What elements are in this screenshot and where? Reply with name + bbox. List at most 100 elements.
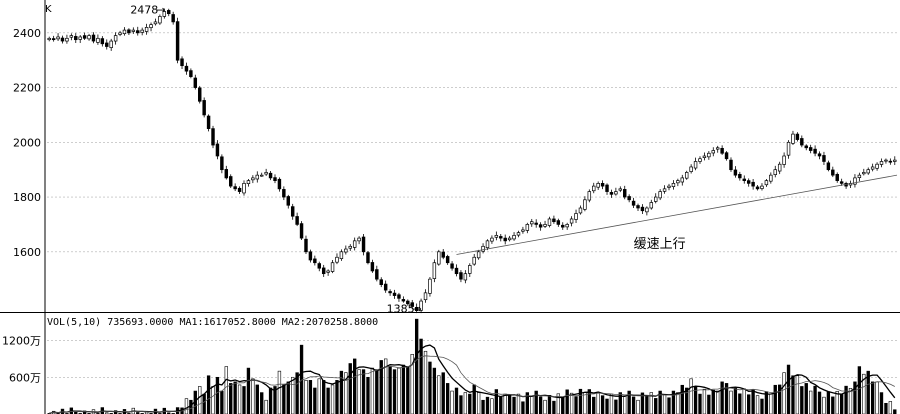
candle-body xyxy=(153,21,158,25)
candle-body xyxy=(724,152,729,160)
volume-bar xyxy=(463,392,468,414)
volume-bar xyxy=(596,391,600,414)
volume-bar xyxy=(667,397,671,414)
volume-bar xyxy=(445,383,450,414)
low-annotation: 1385 xyxy=(387,303,415,316)
high-arrow-icon: → xyxy=(156,3,165,16)
volume-bar xyxy=(264,399,268,414)
volume-bar xyxy=(237,384,242,414)
candle-body xyxy=(556,220,561,225)
volume-bar xyxy=(472,384,476,414)
candle-body xyxy=(658,191,662,199)
candle-body xyxy=(596,183,600,188)
volume-bar xyxy=(335,380,339,414)
volume-bar xyxy=(516,393,521,414)
candle-body xyxy=(87,35,91,40)
volume-bar xyxy=(583,392,587,414)
candle-body xyxy=(826,162,831,171)
candle-body xyxy=(140,29,144,33)
volume-bar xyxy=(685,387,689,414)
candle-body xyxy=(401,299,406,302)
candle-body xyxy=(538,224,543,228)
candle-body xyxy=(357,237,361,242)
volume-bar xyxy=(782,372,786,414)
candle-body xyxy=(127,29,131,34)
volume-ma1-line xyxy=(49,344,896,414)
candle-body xyxy=(344,248,348,253)
candle-body xyxy=(317,263,321,269)
candle-body xyxy=(459,272,463,280)
volume-bar xyxy=(370,367,375,414)
candle-body xyxy=(392,292,397,296)
volume-bar xyxy=(893,409,897,414)
candle-body xyxy=(286,196,290,206)
volume-ma2-line xyxy=(49,355,895,414)
candle-body xyxy=(193,77,198,88)
candle-body xyxy=(618,188,623,191)
candle-body xyxy=(445,256,450,264)
candle-body xyxy=(330,262,335,272)
volume-bar xyxy=(800,386,804,414)
candle-body xyxy=(277,178,282,190)
candle-body xyxy=(441,251,445,258)
candle-body xyxy=(543,224,547,227)
volume-bar xyxy=(538,396,543,414)
volume-bar xyxy=(547,395,552,414)
candle-body xyxy=(211,128,215,146)
volume-bar xyxy=(791,375,795,414)
candle-body xyxy=(516,232,521,236)
candle-body xyxy=(335,256,339,263)
volume-bar xyxy=(366,376,370,414)
candle-body xyxy=(423,292,428,301)
volume-bar xyxy=(795,375,800,414)
candle-body xyxy=(866,169,870,174)
candle-body xyxy=(282,189,286,198)
volume-bar xyxy=(711,389,715,414)
volume-bar xyxy=(565,389,569,414)
volume-bar xyxy=(530,395,534,414)
candle-body xyxy=(600,183,605,187)
candle-body xyxy=(879,161,884,165)
candle-body xyxy=(432,262,437,279)
volume-bar xyxy=(220,390,224,414)
volume-bar xyxy=(654,398,658,414)
candle-body xyxy=(180,58,184,67)
candle-body xyxy=(215,143,220,157)
candle-body xyxy=(746,180,751,184)
volume-bar xyxy=(552,400,556,414)
candle-body xyxy=(494,235,499,238)
volume-bar xyxy=(884,402,888,414)
candle-body xyxy=(131,29,136,32)
volume-bar xyxy=(291,376,295,414)
candle-body xyxy=(605,184,609,192)
candle-body xyxy=(636,205,640,209)
candle-body xyxy=(720,147,724,154)
high-annotation: 2478 xyxy=(130,3,158,16)
volume-bar xyxy=(808,390,813,414)
volume-tick-label: 1200万 xyxy=(2,335,41,348)
candle-body xyxy=(295,216,299,225)
volume-bar xyxy=(348,363,352,414)
candle-body xyxy=(308,251,313,261)
candle-body xyxy=(702,155,707,158)
volume-bar xyxy=(866,370,870,414)
price-tick-label: 2000 xyxy=(13,136,41,149)
volume-bar xyxy=(870,381,875,414)
candle-body xyxy=(158,16,162,24)
candle-body xyxy=(255,174,260,180)
candle-body xyxy=(786,141,791,156)
candle-body xyxy=(693,161,698,169)
candle-body xyxy=(751,181,755,187)
volume-bar xyxy=(215,376,220,414)
candle-body xyxy=(875,163,879,169)
volume-bar xyxy=(844,385,848,414)
candle-body xyxy=(175,21,180,61)
candle-body xyxy=(96,37,100,43)
candle-body xyxy=(808,147,813,151)
candle-body xyxy=(56,36,60,40)
volume-bar xyxy=(605,398,609,414)
candle-body xyxy=(609,192,614,195)
volume-bar xyxy=(826,391,831,414)
candle-body xyxy=(835,173,839,181)
